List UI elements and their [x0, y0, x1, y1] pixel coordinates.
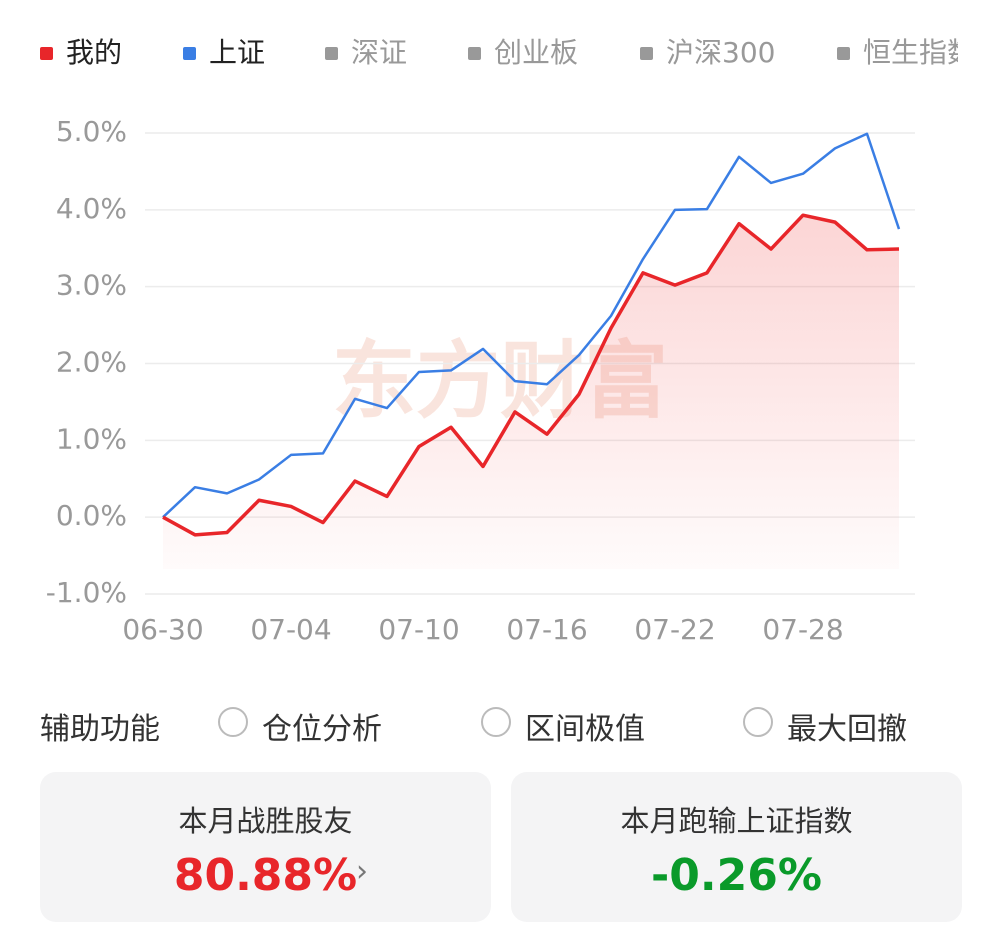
- x-tick-label: 07-16: [506, 613, 587, 646]
- legend-label: 创业板: [494, 36, 578, 69]
- controls-label: 辅助功能: [40, 712, 160, 747]
- radio[interactable]: [218, 707, 248, 737]
- legend-label: 沪深300: [666, 36, 775, 69]
- option[interactable]: 仓位分析: [262, 712, 382, 747]
- legend-item[interactable]: 创业板: [468, 36, 578, 69]
- chevron: ›: [356, 854, 368, 889]
- line: [162, 132, 901, 519]
- card-title: 本月战胜股友: [178, 804, 353, 838]
- legend-swatch: [325, 47, 338, 60]
- legend-label: 深证: [351, 36, 407, 69]
- legend-item[interactable]: 深证: [325, 36, 407, 69]
- legend-item[interactable]: 恒生指数: [837, 36, 975, 69]
- radio[interactable]: [481, 707, 511, 737]
- legend-swatch: [837, 47, 850, 60]
- legend-item[interactable]: 上证: [183, 36, 265, 69]
- chart: 我的 上证 深证 创业板 沪深300 恒生指数 东方财富 -1.0%0.0%1.0%2.0…: [40, 36, 975, 646]
- x-tick-label: 07-22: [634, 613, 715, 646]
- area: [163, 215, 899, 569]
- legend-swatch: [640, 47, 653, 60]
- y-tick-label: 4.0%: [56, 192, 127, 225]
- y-tick-label: 2.0%: [56, 346, 127, 379]
- y-tick-label: -1.0%: [46, 576, 127, 609]
- option[interactable]: 区间极值: [525, 712, 645, 747]
- legend: 我的 上证 深证 创业板 沪深300 恒生指数: [40, 36, 975, 69]
- x-tick-label: 07-28: [762, 613, 843, 646]
- option[interactable]: 最大回撤: [787, 712, 907, 747]
- line: [162, 213, 900, 537]
- controls: 辅助功能 仓位分析 区间极值 最大回撤: [40, 696, 960, 752]
- x-tick-label: 06-30: [122, 613, 203, 646]
- legend-swatch: [468, 47, 481, 60]
- y-tick-label: 5.0%: [56, 115, 127, 148]
- legend-label: 我的: [66, 36, 122, 69]
- card[interactable]: 本月跑输上证指数 -0.26%: [511, 772, 962, 922]
- card[interactable]: 本月战胜股友 80.88% ›: [40, 772, 491, 922]
- legend-swatch: [40, 47, 53, 60]
- radio[interactable]: [743, 707, 773, 737]
- y-tick-label: 3.0%: [56, 269, 127, 302]
- legend-label: 上证: [209, 36, 265, 69]
- legend-item[interactable]: 沪深300: [640, 36, 775, 69]
- legend-swatch: [183, 47, 196, 60]
- x-tick-label: 07-04: [250, 613, 331, 646]
- legend-label: 恒生指数: [863, 36, 975, 69]
- y-tick-label: 1.0%: [56, 422, 127, 455]
- x-tick-label: 07-10: [378, 613, 459, 646]
- y-tick-label: 0.0%: [56, 499, 127, 532]
- legend-item[interactable]: 我的: [40, 36, 122, 69]
- card-title: 本月跑输上证指数: [620, 804, 853, 838]
- card-value: -0.26%: [651, 850, 822, 901]
- card-value: 80.88%: [173, 850, 358, 901]
